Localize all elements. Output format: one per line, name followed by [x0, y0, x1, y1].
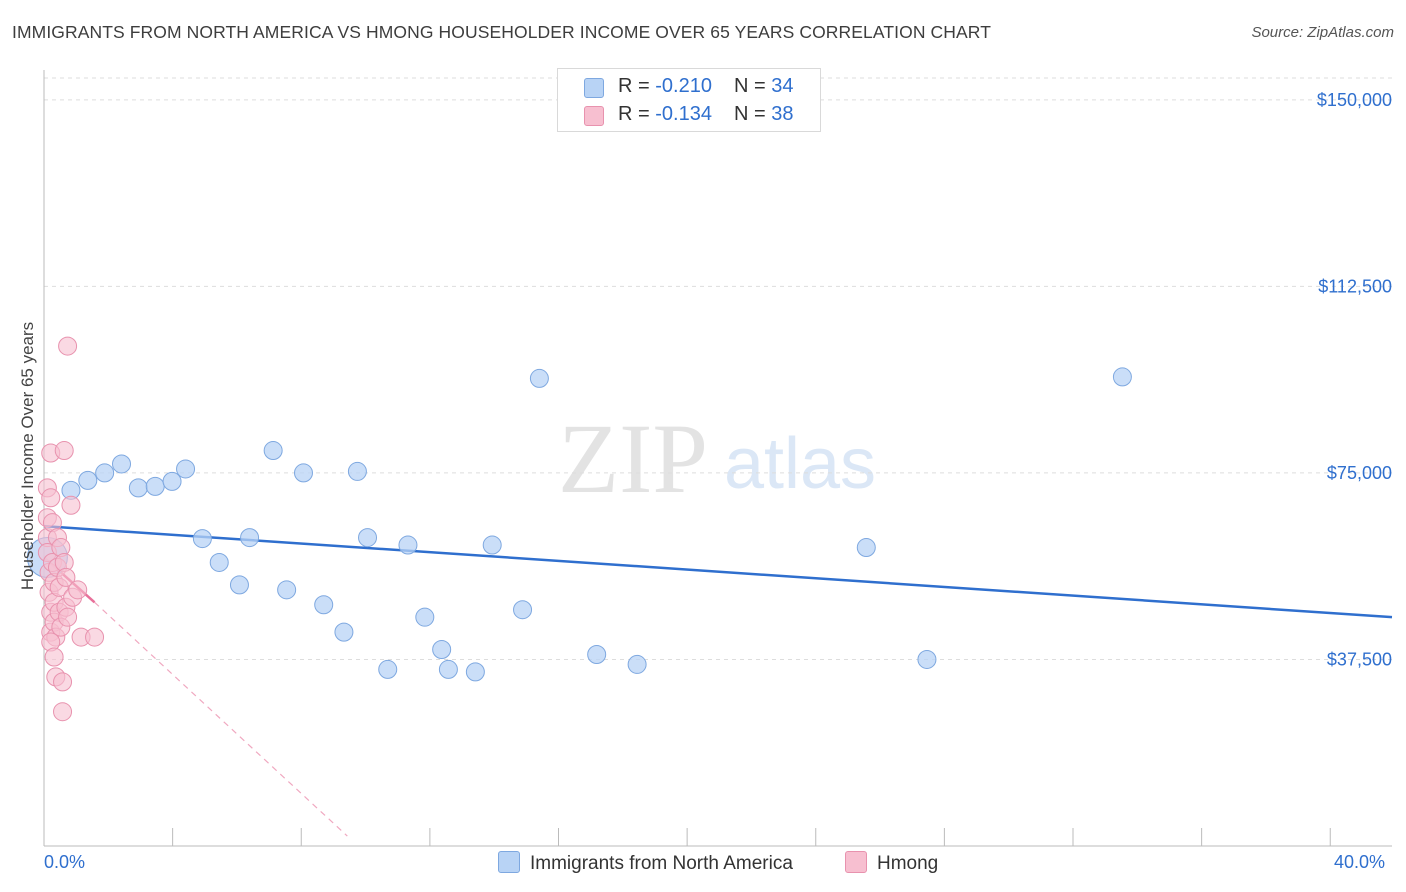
- point-hmong: [68, 580, 88, 600]
- point-north-america: [277, 580, 297, 600]
- point-north-america: [627, 654, 647, 674]
- x-tick-label-max: 40.0%: [1334, 852, 1386, 872]
- point-hmong: [53, 672, 73, 692]
- y-axis-label: Householder Income Over 65 years: [18, 321, 37, 591]
- point-hmong: [58, 336, 78, 356]
- legend-swatch-blue: [584, 78, 604, 98]
- point-north-america: [378, 659, 398, 679]
- point-hmong: [61, 495, 81, 515]
- watermark-atlas: atlas: [724, 424, 876, 504]
- point-north-america: [398, 535, 418, 555]
- legend-row-north-america: R = -0.210 N = 34: [558, 73, 820, 101]
- point-hmong: [53, 702, 73, 722]
- point-north-america: [334, 622, 354, 642]
- data-points: [26, 336, 1132, 722]
- bottom-legend-label: Hmong: [877, 853, 939, 874]
- bottom-legend-swatch-pink: [845, 851, 867, 873]
- point-north-america: [513, 600, 533, 620]
- watermark: ZIP atlas: [558, 403, 876, 514]
- bottom-legend-north-america: Immigrants from North America: [498, 851, 793, 875]
- bottom-legend-hmong: Hmong: [845, 851, 938, 875]
- point-north-america: [358, 528, 378, 548]
- point-north-america: [856, 538, 876, 558]
- point-north-america: [229, 575, 249, 595]
- legend-swatch-pink: [584, 106, 604, 126]
- point-north-america: [347, 461, 367, 481]
- point-north-america: [293, 463, 313, 483]
- point-north-america: [482, 535, 502, 555]
- point-north-america: [529, 368, 549, 388]
- point-north-america: [1112, 367, 1132, 387]
- x-tick-label-min: 0.0%: [44, 852, 86, 872]
- point-north-america: [145, 476, 165, 496]
- point-hmong: [44, 647, 64, 667]
- point-north-america: [263, 441, 283, 461]
- point-north-america: [432, 640, 452, 660]
- axes: [43, 70, 1392, 847]
- point-north-america: [465, 662, 485, 682]
- legend-n: N = 38: [734, 103, 794, 125]
- point-north-america: [176, 459, 196, 479]
- trend-line-hmong-extension: [94, 601, 348, 837]
- point-north-america: [917, 649, 937, 669]
- y-tick-labels: $37,500 $75,000 $112,500 $150,000: [1317, 90, 1392, 670]
- point-north-america: [587, 644, 607, 664]
- legend-row-hmong: R = -0.134 N = 38: [558, 101, 820, 129]
- correlation-legend: R = -0.210 N = 34 R = -0.134 N = 38: [557, 68, 821, 132]
- y-tick-label: $150,000: [1317, 90, 1392, 110]
- point-north-america: [95, 463, 115, 483]
- bottom-legend-label: Immigrants from North America: [530, 853, 793, 874]
- y-tick-label: $37,500: [1327, 649, 1392, 669]
- trend-line-north-america: [43, 524, 1393, 619]
- chart-title: IMMIGRANTS FROM NORTH AMERICA VS HMONG H…: [12, 22, 991, 42]
- y-tick-label: $75,000: [1327, 463, 1392, 483]
- point-north-america: [314, 595, 334, 615]
- point-north-america: [240, 528, 260, 548]
- point-hmong: [56, 567, 76, 587]
- point-north-america: [162, 471, 182, 491]
- watermark-zip: ZIP: [558, 403, 708, 514]
- legend-n: N = 34: [734, 75, 794, 97]
- source-credit: Source: ZipAtlas.com: [1251, 24, 1394, 41]
- point-north-america: [112, 454, 132, 474]
- point-north-america: [128, 478, 148, 498]
- point-hmong: [85, 627, 105, 647]
- bottom-legend-swatch-blue: [498, 851, 520, 873]
- point-north-america: [192, 529, 212, 549]
- point-north-america: [438, 659, 458, 679]
- point-north-america: [78, 470, 98, 490]
- point-hmong: [58, 607, 78, 627]
- point-hmong: [54, 441, 74, 461]
- point-hmong: [41, 488, 61, 508]
- legend-r: R = -0.210: [618, 75, 712, 97]
- point-north-america: [209, 552, 229, 572]
- trend-lines: [43, 524, 1393, 837]
- point-north-america: [415, 607, 435, 627]
- y-tick-label: $112,500: [1318, 276, 1392, 296]
- legend-r: R = -0.134: [618, 103, 712, 125]
